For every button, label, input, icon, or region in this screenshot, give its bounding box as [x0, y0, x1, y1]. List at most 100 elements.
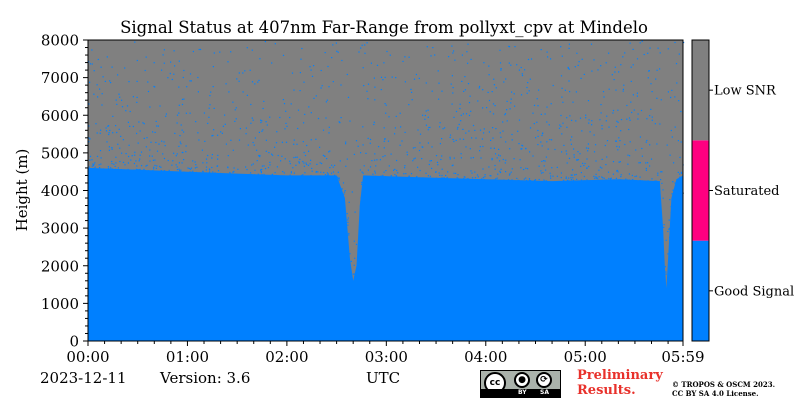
- speckle-dot: [269, 164, 271, 166]
- speckle-dot: [504, 114, 506, 116]
- speckle-dot: [639, 176, 641, 178]
- speckle-dot: [129, 110, 131, 113]
- y-tick-label: 3000: [41, 220, 79, 238]
- speckle-dot: [207, 122, 209, 124]
- speckle-dot: [549, 139, 551, 141]
- speckle-dot: [483, 128, 485, 130]
- speckle-dot: [394, 127, 396, 129]
- speckle-dot: [128, 81, 130, 83]
- speckle-dot: [429, 126, 431, 128]
- speckle-dot: [425, 82, 427, 84]
- speckle-dot: [362, 172, 364, 174]
- speckle-dot: [656, 97, 658, 99]
- speckle-dot: [490, 147, 492, 149]
- speckle-dot: [651, 178, 653, 180]
- speckle-dot: [561, 55, 563, 57]
- speckle-dot: [373, 77, 375, 79]
- speckle-dot: [650, 83, 652, 85]
- speckle-dot: [445, 174, 447, 177]
- speckle-dot: [181, 151, 183, 154]
- speckle-dot: [100, 163, 102, 165]
- speckle-dot: [424, 118, 426, 120]
- speckle-dot: [352, 273, 354, 275]
- speckle-dot: [366, 90, 368, 92]
- speckle-dot: [570, 179, 573, 181]
- speckle-dot: [353, 240, 355, 242]
- speckle-dot: [227, 61, 229, 63]
- speckle-dot: [647, 162, 649, 164]
- speckle-dot: [660, 171, 662, 173]
- speckle-dot: [211, 166, 213, 169]
- speckle-dot: [540, 141, 542, 143]
- speckle-dot: [533, 104, 536, 106]
- speckle-dot: [493, 147, 495, 149]
- speckle-dot: [620, 119, 623, 121]
- speckle-dot: [430, 160, 432, 162]
- speckle-dot: [649, 144, 651, 146]
- speckle-dot: [252, 141, 254, 144]
- speckle-dot: [465, 132, 467, 134]
- speckle-dot: [625, 178, 627, 180]
- speckle-dot: [412, 147, 414, 149]
- speckle-dot: [120, 135, 122, 137]
- speckle-dot: [529, 151, 531, 153]
- speckle-dot: [574, 174, 576, 176]
- speckle-dot: [595, 177, 597, 179]
- speckle-dot: [582, 162, 584, 164]
- speckle-dot: [89, 63, 91, 65]
- speckle-dot: [260, 119, 262, 121]
- speckle-dot: [528, 90, 530, 92]
- speckle-dot: [496, 177, 498, 179]
- speckle-dot: [550, 175, 552, 177]
- speckle-dot: [91, 63, 93, 65]
- speckle-dot: [467, 83, 470, 85]
- speckle-dot: [453, 172, 455, 174]
- speckle-dot: [462, 113, 464, 115]
- speckle-dot: [208, 168, 211, 170]
- speckle-dot: [163, 62, 165, 64]
- speckle-dot: [258, 155, 260, 157]
- speckle-dot: [663, 226, 665, 228]
- speckle-dot: [230, 139, 232, 141]
- speckle-dot: [520, 66, 522, 69]
- speckle-dot: [451, 75, 453, 77]
- speckle-dot: [341, 59, 343, 62]
- speckle-dot: [116, 131, 118, 134]
- speckle-dot: [645, 141, 647, 143]
- speckle-dot: [88, 166, 90, 168]
- speckle-dot: [118, 128, 120, 130]
- speckle-dot: [328, 86, 330, 88]
- speckle-dot: [100, 157, 102, 159]
- speckle-dot: [470, 157, 472, 159]
- speckle-dot: [540, 172, 543, 174]
- speckle-dot: [500, 168, 502, 170]
- speckle-dot: [178, 86, 180, 88]
- speckle-dot: [186, 86, 188, 88]
- speckle-dot: [471, 177, 474, 179]
- speckle-dot: [360, 47, 362, 49]
- speckle-dot: [546, 106, 548, 108]
- speckle-dot: [285, 141, 288, 143]
- speckle-dot: [394, 173, 396, 176]
- speckle-dot: [569, 91, 571, 93]
- speckle-dot: [326, 99, 328, 101]
- speckle-dot: [453, 157, 455, 159]
- speckle-dot: [246, 169, 248, 171]
- speckle-dot: [336, 50, 338, 52]
- speckle-dot: [257, 173, 259, 175]
- speckle-dot: [499, 132, 501, 134]
- speckle-dot: [383, 127, 385, 129]
- speckle-dot: [308, 150, 310, 152]
- speckle-dot: [89, 159, 91, 161]
- speckle-dot: [105, 130, 108, 132]
- speckle-dot: [506, 120, 508, 122]
- speckle-dot: [260, 121, 262, 124]
- speckle-dot: [572, 169, 574, 171]
- speckle-dot: [100, 66, 102, 68]
- speckle-dot: [608, 177, 610, 180]
- speckle-dot: [303, 162, 305, 164]
- speckle-dot: [180, 169, 182, 171]
- speckle-dot: [632, 94, 634, 96]
- speckle-dot: [558, 127, 561, 129]
- speckle-dot: [380, 76, 383, 78]
